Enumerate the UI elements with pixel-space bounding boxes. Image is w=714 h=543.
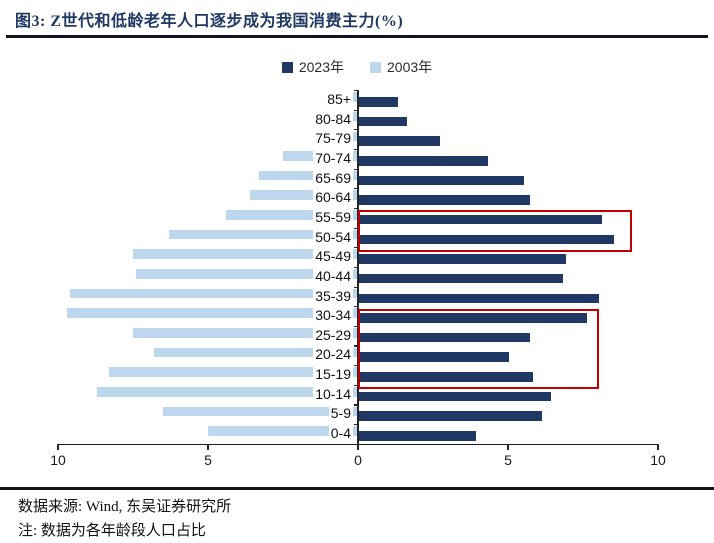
x-axis-tick xyxy=(57,443,59,450)
title-divider xyxy=(6,35,708,38)
category-label-15-19: 15-19 xyxy=(313,366,353,383)
vaxis-tick xyxy=(353,90,358,92)
vertical-zero-axis xyxy=(357,90,359,444)
legend-marker-2023-icon xyxy=(281,61,293,73)
bar-2003-35-39 xyxy=(69,288,358,299)
category-label-60-64: 60-64 xyxy=(313,189,353,206)
category-label-85+: 85+ xyxy=(325,91,353,107)
vaxis-tick xyxy=(353,365,358,367)
legend-item-2003: 2003年 xyxy=(370,57,432,77)
bar-2003-30-34 xyxy=(66,308,358,318)
vaxis-tick xyxy=(353,129,358,131)
bar-2023-50-54 xyxy=(359,234,614,245)
bar-2023-55-59 xyxy=(359,214,602,225)
vaxis-tick xyxy=(353,109,358,111)
bar-2023-30-34 xyxy=(359,313,587,323)
bar-2023-15-19 xyxy=(359,372,533,382)
highlight-55-59-and-50-54 xyxy=(358,210,632,252)
footer-divider xyxy=(0,487,714,490)
category-label-0-4: 0-4 xyxy=(328,425,353,442)
category-label-45-49: 45-49 xyxy=(313,248,353,265)
vaxis-tick xyxy=(353,325,358,327)
vaxis-tick xyxy=(353,168,358,170)
bar-2003-5-9 xyxy=(162,406,358,417)
x-axis-tick xyxy=(357,443,359,450)
bar-2023-70-74 xyxy=(359,155,488,166)
bar-2003-25-29 xyxy=(132,328,358,338)
bar-2003-65-69 xyxy=(258,170,358,181)
vaxis-tick xyxy=(353,266,358,269)
category-label-65-69: 65-69 xyxy=(313,169,353,186)
vaxis-tick xyxy=(353,424,358,426)
bar-2023-5-9 xyxy=(359,411,542,421)
chart-note: 注: 数据为各年龄段人口占比 xyxy=(18,523,206,539)
vaxis-tick xyxy=(353,345,358,347)
x-axis-tick-label: 5 xyxy=(504,451,512,468)
vaxis-tick xyxy=(353,247,358,249)
bar-2023-40-44 xyxy=(359,273,563,284)
legend-label-2023: 2023年 xyxy=(298,59,344,75)
figure-title-text: Z世代和低龄老年人口逐步成为我国消费主力(%) xyxy=(50,13,404,30)
category-label-5-9: 5-9 xyxy=(328,405,353,422)
legend-marker-2003-icon xyxy=(370,61,381,73)
bar-2023-35-39 xyxy=(359,293,599,304)
data-source-note: 数据来源: Wind, 东吴证券研究所 xyxy=(18,499,232,515)
category-label-80-84: 80-84 xyxy=(313,110,353,127)
category-label-70-74: 70-74 xyxy=(313,149,353,166)
x-axis-tick-label: 10 xyxy=(50,451,66,468)
vaxis-tick xyxy=(353,306,358,308)
vaxis-tick xyxy=(353,227,358,229)
legend-label-2003: 2003年 xyxy=(387,59,433,75)
vaxis-tick xyxy=(353,148,358,151)
vaxis-tick xyxy=(353,188,358,190)
bar-2023-75-79 xyxy=(359,136,440,146)
x-axis-tick xyxy=(657,443,659,450)
figure-label: 图3: xyxy=(15,13,46,30)
vaxis-tick xyxy=(353,207,358,210)
x-axis-tick xyxy=(207,443,209,450)
vaxis-tick xyxy=(353,286,358,288)
bar-2003-40-44 xyxy=(135,269,358,279)
bar-2023-0-4 xyxy=(359,431,476,441)
bar-2023-20-24 xyxy=(359,352,509,363)
bar-2003-50-54 xyxy=(168,229,358,240)
bar-2023-60-64 xyxy=(359,195,530,205)
category-label-75-79: 75-79 xyxy=(313,130,353,147)
bar-2003-0-4 xyxy=(207,426,358,436)
bar-2023-80-84 xyxy=(359,116,407,127)
bar-2023-25-29 xyxy=(359,332,530,343)
category-label-10-14: 10-14 xyxy=(313,385,353,402)
bar-2023-65-69 xyxy=(359,175,524,186)
bar-2003-10-14 xyxy=(96,386,358,397)
category-label-25-29: 25-29 xyxy=(313,326,353,343)
figure-title: 图3: Z世代和低龄老年人口逐步成为我国消费主力(%) xyxy=(15,7,705,31)
highlight-30-34-to-15-19 xyxy=(358,308,599,390)
chart-legend: 2023年 2003年 xyxy=(0,57,714,77)
vaxis-tick xyxy=(353,384,358,386)
category-label-35-39: 35-39 xyxy=(313,287,353,304)
bar-2023-45-49 xyxy=(359,254,566,264)
bar-2003-60-64 xyxy=(249,190,358,201)
x-axis-tick-label: 0 xyxy=(354,451,362,468)
x-axis-tick-label: 10 xyxy=(650,451,666,468)
bar-2023-10-14 xyxy=(359,391,551,402)
vaxis-tick xyxy=(353,404,358,406)
category-label-30-34: 30-34 xyxy=(313,307,353,324)
x-axis-tick xyxy=(507,443,509,450)
legend-item-2023: 2023年 xyxy=(281,57,344,77)
bar-2003-20-24 xyxy=(153,347,358,358)
x-axis-tick-label: 5 xyxy=(204,451,212,468)
category-label-40-44: 40-44 xyxy=(313,267,353,284)
bar-2023-85+ xyxy=(359,97,398,107)
bar-2003-45-49 xyxy=(132,249,358,259)
bar-2003-55-59 xyxy=(225,210,358,220)
bar-2003-15-19 xyxy=(108,367,358,377)
category-label-20-24: 20-24 xyxy=(313,346,353,363)
category-label-55-59: 55-59 xyxy=(313,208,353,225)
category-label-50-54: 50-54 xyxy=(313,228,353,245)
